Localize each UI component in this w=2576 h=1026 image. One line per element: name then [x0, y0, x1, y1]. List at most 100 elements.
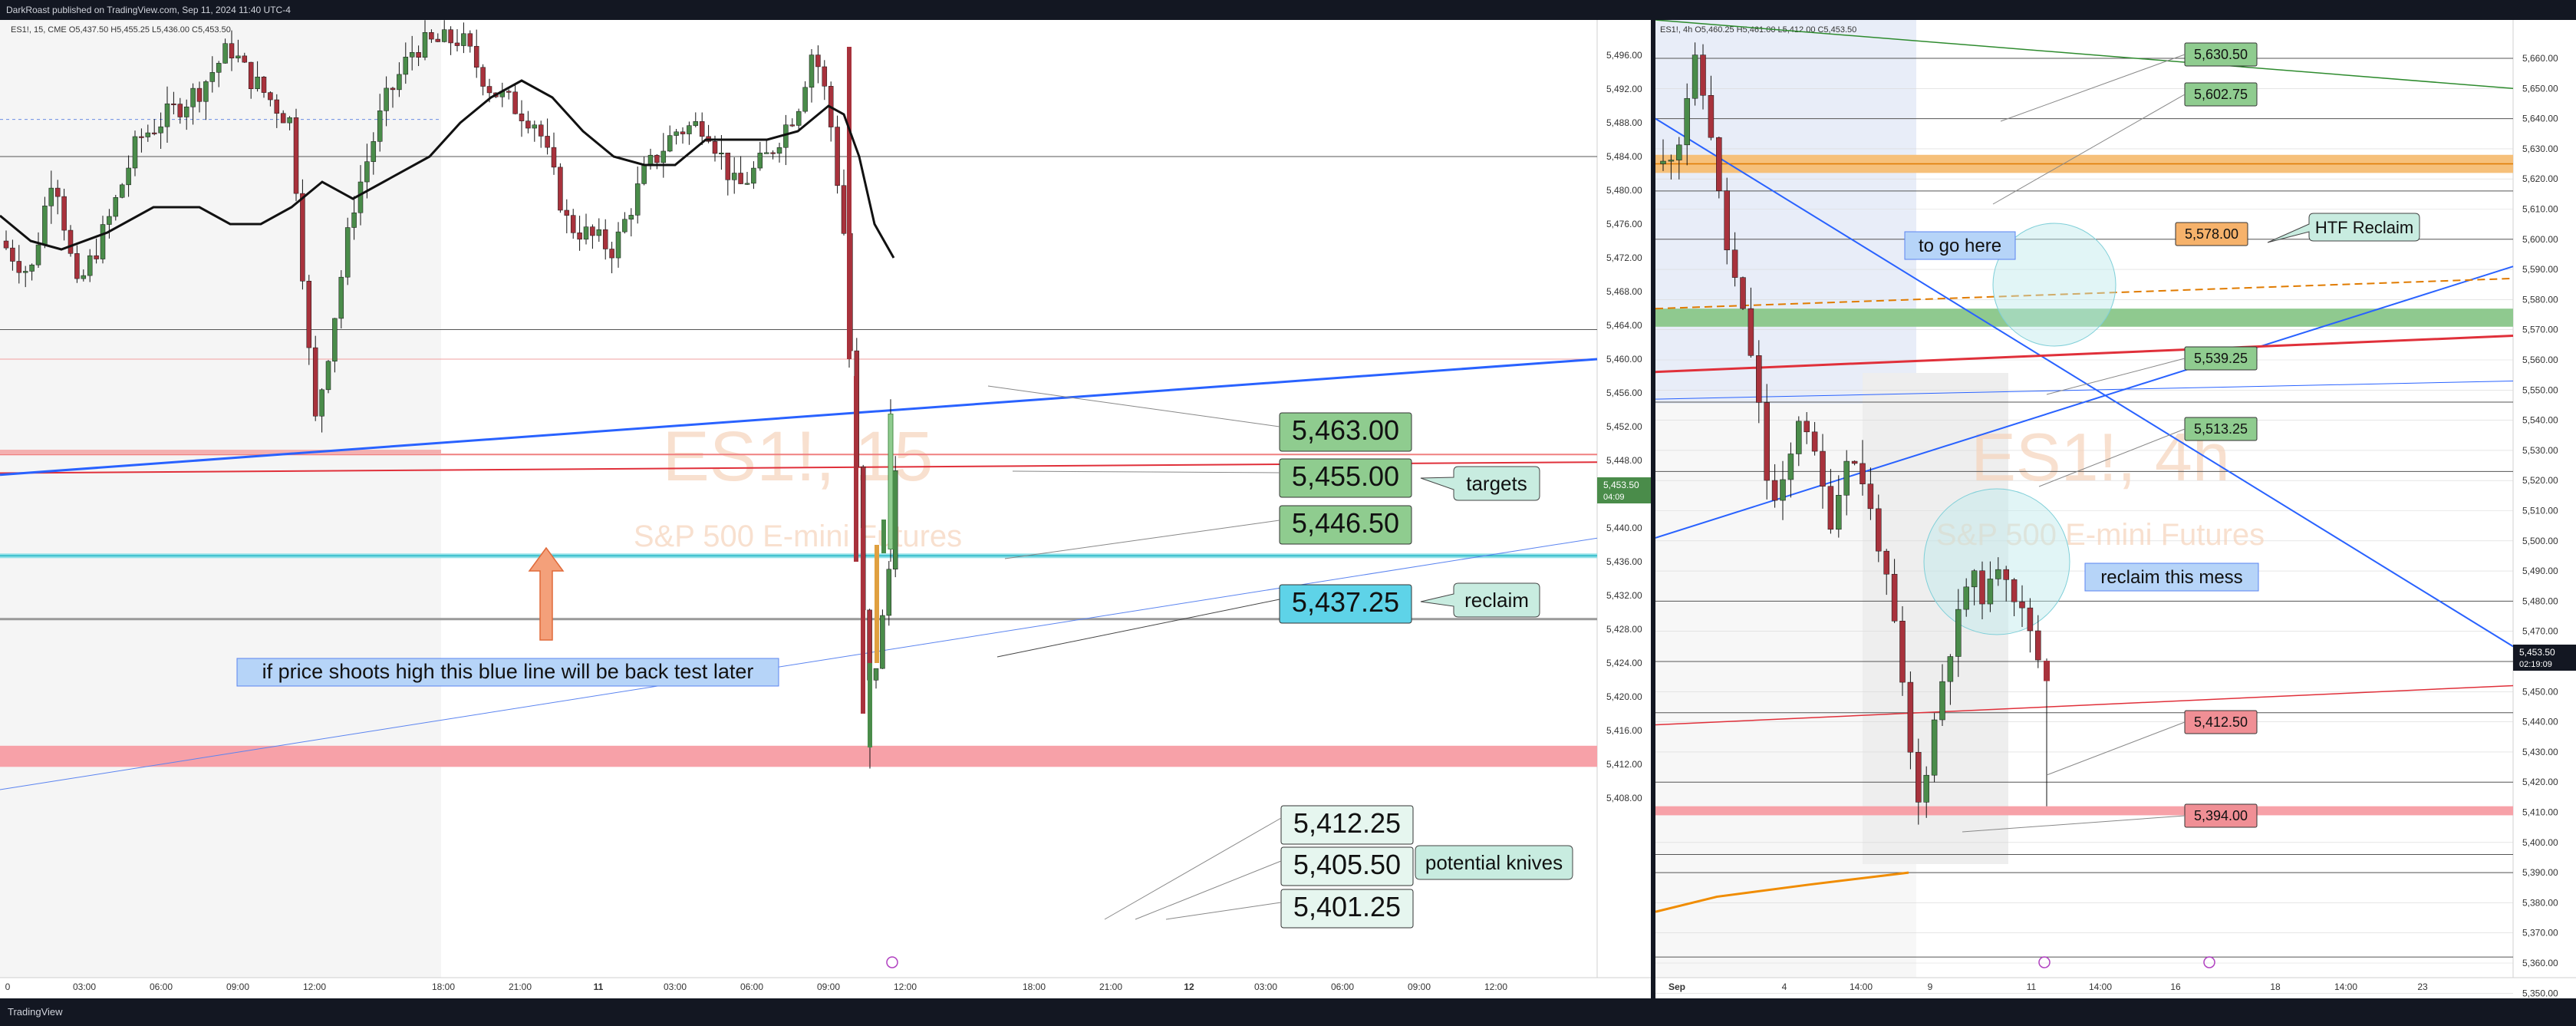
- chart-4h-svg[interactable]: 5,660.00 5,650.00 5,640.00 5,630.00 5,620.00…: [1655, 20, 2576, 998]
- candle-body: [1771, 480, 1778, 501]
- candle-body: [422, 31, 428, 58]
- candle-body: [615, 231, 621, 259]
- y-tick-label: 5,630.00: [2522, 144, 2558, 154]
- y-tick-label: 5,492.00: [1606, 84, 1642, 94]
- candle-body: [564, 209, 570, 216]
- description-watermark: S&P 500 E-mini Futures: [1936, 518, 2265, 552]
- candle-body: [751, 167, 756, 184]
- candle-body: [364, 161, 370, 183]
- candle-body: [667, 135, 673, 152]
- x-tick-label: 0: [5, 981, 11, 992]
- session-shade: [0, 20, 441, 978]
- candle-body: [1883, 550, 1889, 575]
- to-go-here-text: to go here: [1919, 236, 2001, 256]
- candle-body: [216, 63, 222, 73]
- candle-body: [1851, 460, 1858, 464]
- y-tick-label: 5,400.00: [2522, 837, 2558, 848]
- price-label-box: [1280, 805, 1414, 845]
- y-tick-label: 5,440.00: [1606, 523, 1642, 533]
- candle-body: [61, 196, 67, 231]
- candle-body: [1820, 450, 1826, 487]
- y-tick-label: 5,470.00: [2522, 626, 2558, 637]
- note-box: [236, 658, 779, 687]
- price-label-box: [1280, 846, 1414, 886]
- candle-body: [1963, 586, 1969, 610]
- x-tick-label: 12: [1184, 981, 1194, 992]
- y-tick-label: 5,600.00: [2522, 234, 2558, 245]
- chart-pane-15m[interactable]: 5,496.00 5,492.00 5,488.00 5,484.00 5,480.00…: [0, 20, 1651, 998]
- price-label-text: 5,446.50: [1292, 507, 1399, 539]
- candle-body: [1731, 249, 1738, 278]
- x-tick-label: 12:00: [894, 981, 917, 992]
- reclaim-callout-bubble: [1420, 582, 1540, 618]
- y-tick-label: 5,550.00: [2522, 384, 2558, 395]
- candle-body: [744, 183, 750, 185]
- y-tick-label: 5,424.00: [1606, 658, 1642, 668]
- leader-line: [1104, 817, 1282, 920]
- y-tick-label: 5,428.00: [1606, 624, 1642, 635]
- candle-body: [287, 117, 292, 124]
- leader-line: [1962, 815, 2186, 833]
- candle-body: [1740, 277, 1746, 309]
- candle-body: [583, 226, 589, 240]
- candle-body: [403, 57, 409, 75]
- x-tick-label: 18:00: [1023, 981, 1046, 992]
- y-tick-label: 5,468.00: [1606, 286, 1642, 297]
- chart-pane-4h[interactable]: 5,660.00 5,650.00 5,640.00 5,630.00 5,620.00…: [1655, 20, 2576, 998]
- x-tick-label: 09:00: [817, 981, 840, 992]
- candle-body: [596, 229, 602, 236]
- price-label-box: [1279, 505, 1412, 545]
- chart-15m-svg[interactable]: 5,496.00 5,492.00 5,488.00 5,484.00 5,480.00…: [0, 20, 1651, 998]
- candle-body: [435, 38, 441, 42]
- price-label-box: [1280, 889, 1414, 929]
- candle-body: [384, 87, 389, 111]
- pane-divider[interactable]: [1651, 20, 1655, 998]
- candle-body: [164, 103, 170, 127]
- candle-body: [880, 615, 885, 669]
- reclaim-mess-box: [2084, 562, 2259, 592]
- candle-body: [1867, 483, 1874, 510]
- candle-body: [139, 136, 144, 138]
- candle-body: [242, 55, 248, 63]
- y-tick-label: 5,408.00: [1606, 793, 1642, 803]
- candle-body: [332, 318, 338, 362]
- candle-body: [145, 132, 151, 137]
- knives-callout-bubble: [1415, 845, 1573, 880]
- candle-body: [461, 33, 466, 46]
- x-tick-label: 21:00: [1099, 981, 1122, 992]
- leader-line: [1012, 470, 1280, 473]
- candle-body: [1876, 508, 1882, 552]
- price-zone: [1655, 806, 2513, 816]
- candle-body: [261, 76, 267, 93]
- candle-body: [377, 111, 383, 142]
- y-tick-label: 5,456.00: [1606, 388, 1642, 398]
- candle-body: [1971, 570, 1978, 588]
- blue-level-line: [1655, 381, 2514, 400]
- candle-body: [1916, 751, 1922, 803]
- candle-body: [1843, 460, 1850, 496]
- x-tick-label: 18: [2270, 981, 2281, 992]
- publish-header: DarkRoast published on TradingView.com, …: [0, 0, 2576, 20]
- orange-dashed-line: [1655, 277, 2514, 310]
- candle-body: [94, 255, 99, 259]
- candle-body: [634, 183, 641, 216]
- candle-body: [674, 131, 679, 136]
- red-level-line: [1655, 685, 2514, 726]
- price-label-box: [1279, 458, 1412, 498]
- x-tick-label: Sep: [1668, 981, 1685, 992]
- candle-body: [268, 92, 273, 101]
- y-tick-label: 5,440.00: [2522, 717, 2558, 727]
- x-tick-label: 03:00: [664, 981, 687, 992]
- y-tick-label: 5,416.00: [1606, 725, 1642, 736]
- candle-body: [158, 126, 163, 134]
- x-tick-label: 12:00: [1484, 981, 1507, 992]
- mess-circle: [1923, 488, 2070, 635]
- candle-body: [1700, 54, 1706, 96]
- y-tick-label: 5,380.00: [2522, 897, 2558, 908]
- candle-body: [861, 528, 865, 714]
- candle-body: [776, 147, 782, 154]
- candle-body: [1955, 609, 1962, 657]
- x-tick-label: 06:00: [1331, 981, 1354, 992]
- last-price-tag: [2513, 645, 2576, 671]
- y-tick-label: 5,480.00: [2522, 595, 2558, 606]
